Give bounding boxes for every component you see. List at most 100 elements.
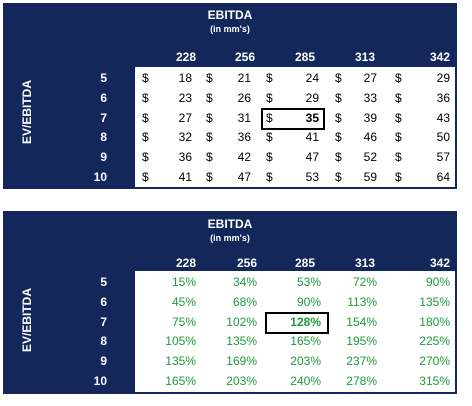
percent-cell: 68% (232, 294, 257, 309)
value-cell: 27 (178, 110, 192, 125)
column-header-256: 256 (236, 256, 257, 270)
currency-symbol: $ (335, 170, 342, 184)
value-cell: 31 (237, 110, 251, 125)
currency-symbol: $ (335, 110, 342, 125)
percent-cell: 237% (346, 354, 377, 369)
value-cell: 33 (363, 90, 377, 105)
currency-symbol: $ (206, 110, 213, 125)
currency-symbol: $ (206, 90, 213, 105)
percent-cell: 72% (352, 275, 377, 289)
currency-symbol: $ (142, 71, 149, 85)
row-header-8: 8 (100, 334, 107, 349)
currency-symbol: $ (266, 130, 273, 145)
row-header-9: 9 (100, 354, 107, 369)
value-cell: 24 (305, 71, 319, 85)
currency-symbol: $ (395, 71, 402, 85)
percent-cell: 270% (419, 354, 450, 369)
currency-symbol: $ (206, 130, 213, 145)
percent-cell: 135% (419, 294, 450, 309)
column-header-313: 313 (354, 50, 375, 64)
percent-cell: 105% (165, 334, 196, 349)
table1-subtitle: (in mm's) (210, 24, 250, 34)
column-header-285: 285 (294, 256, 315, 270)
value-cell: 18 (178, 71, 192, 85)
column-header-228: 228 (175, 50, 196, 64)
currency-symbol: $ (142, 110, 149, 125)
row-header-5: 5 (100, 275, 107, 289)
value-cell: 47 (305, 150, 319, 165)
currency-symbol: $ (266, 90, 273, 105)
percent-cell: 135% (165, 354, 196, 369)
currency-symbol: $ (395, 150, 402, 165)
table2-subtitle: (in mm's) (210, 233, 250, 243)
table1-row-axis-label: EV/EBITDA (20, 79, 35, 145)
percent-cell: 203% (226, 374, 257, 388)
currency-symbol: $ (395, 90, 402, 105)
ebitda-value-table: EBITDA (in mm's) EV/EBITDA 228 256 285 313 3… (3, 3, 457, 189)
percent-cell: 90% (296, 294, 321, 309)
percent-cell: 90% (425, 275, 450, 289)
currency-symbol: $ (206, 71, 213, 85)
value-cell: 59 (363, 170, 377, 184)
percent-cell: 34% (232, 275, 257, 289)
value-cell: 35 (305, 110, 319, 125)
value-cell: 41 (178, 170, 192, 184)
value-cell: 26 (237, 90, 251, 105)
percent-cell: 315% (419, 374, 450, 388)
currency-symbol: $ (206, 170, 213, 184)
row-header-7: 7 (100, 314, 107, 329)
row-header-10: 10 (93, 170, 107, 184)
percent-cell: 165% (290, 334, 321, 349)
percent-cell: 45% (171, 294, 196, 309)
value-cell: 41 (305, 130, 319, 145)
value-cell: 39 (363, 110, 377, 125)
value-cell: 32 (178, 130, 192, 145)
column-header-285: 285 (294, 50, 315, 64)
currency-symbol: $ (266, 150, 273, 165)
value-cell: 57 (436, 150, 450, 165)
currency-symbol: $ (142, 170, 149, 184)
value-cell: 50 (436, 130, 450, 145)
highlighted-cell (265, 312, 329, 334)
value-cell: 52 (363, 150, 377, 165)
percent-cell: 240% (290, 374, 321, 388)
value-cell: 43 (436, 110, 450, 125)
value-cell: 29 (436, 71, 450, 85)
currency-symbol: $ (142, 90, 149, 105)
row-header-9: 9 (100, 150, 107, 165)
column-header-342: 342 (429, 256, 450, 270)
percent-cell: 278% (346, 374, 377, 388)
currency-symbol: $ (395, 110, 402, 125)
value-cell: 36 (178, 150, 192, 165)
percent-cell: 169% (226, 354, 257, 369)
currency-symbol: $ (266, 110, 273, 125)
value-cell: 64 (436, 170, 450, 184)
percent-cell: 195% (346, 334, 377, 349)
row-header-6: 6 (100, 90, 107, 105)
row-header-7: 7 (100, 110, 107, 125)
currency-symbol: $ (335, 130, 342, 145)
percent-cell: 113% (347, 294, 377, 309)
currency-symbol: $ (335, 90, 342, 105)
row-header-6: 6 (100, 294, 107, 309)
column-header-342: 342 (429, 50, 450, 64)
column-header-228: 228 (175, 256, 196, 270)
table2-row-axis-label: EV/EBITDA (20, 287, 35, 353)
currency-symbol: $ (395, 130, 402, 145)
currency-symbol: $ (206, 150, 213, 165)
percent-cell: 135% (226, 334, 257, 349)
table2-title: EBITDA (207, 217, 253, 231)
row-header-8: 8 (100, 130, 107, 145)
value-cell: 46 (363, 130, 377, 145)
column-header-256: 256 (234, 50, 255, 64)
currency-symbol: $ (142, 130, 149, 145)
percent-cell: 75% (171, 314, 196, 329)
value-cell: 36 (237, 130, 251, 145)
value-cell: 53 (305, 170, 319, 184)
value-cell: 27 (363, 71, 377, 85)
table2-body (135, 271, 455, 392)
percent-cell: 53% (296, 275, 321, 289)
value-cell: 42 (237, 150, 251, 165)
value-cell: 36 (436, 90, 450, 105)
row-header-10: 10 (93, 374, 107, 388)
